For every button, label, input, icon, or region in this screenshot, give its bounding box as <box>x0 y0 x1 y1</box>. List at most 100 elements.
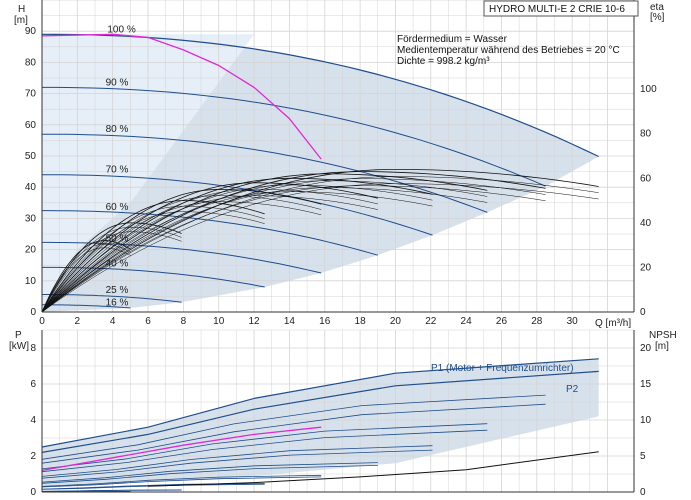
x-tick-label: 30 <box>567 316 579 327</box>
eta-curve <box>41 171 546 313</box>
power-band-shape <box>42 358 599 487</box>
head-tick-label: 20 <box>25 245 37 256</box>
power-curve-speed <box>41 489 182 492</box>
eta-curve <box>41 222 182 313</box>
head-tick-label: 40 <box>25 182 37 193</box>
npsh-tick-label: 20 <box>640 343 652 354</box>
x-tick-label: 10 <box>213 316 225 327</box>
x-tick-label: 16 <box>319 316 331 327</box>
eta-axis-unit: [%] <box>650 12 665 23</box>
power-curve-speed <box>41 403 546 464</box>
power-curve-speed <box>41 423 488 470</box>
power-axis-label: P <box>15 330 22 341</box>
head-tick-label: 80 <box>25 57 37 68</box>
power-axis-unit: [kW] <box>9 341 29 352</box>
npsh-tick-label: 15 <box>640 379 652 390</box>
x-tick-label: 28 <box>531 316 543 327</box>
head-curve <box>42 86 546 187</box>
npsh-axis-unit: [m] <box>655 341 669 352</box>
x-tick-label: 22 <box>425 316 437 327</box>
speed-label: 50 % <box>106 233 129 244</box>
npsh-axis-label: NPSH <box>649 330 677 341</box>
head-tick-label: 60 <box>25 120 37 131</box>
head-tick-label: 50 <box>25 151 37 162</box>
eta-curve <box>41 183 599 313</box>
eta-curve <box>41 184 433 313</box>
eta-curve <box>41 185 546 313</box>
power-curve-p1 <box>41 358 599 448</box>
power-operating-area <box>42 358 599 487</box>
power-curve-p2 <box>41 370 599 453</box>
power-curve-speed <box>41 445 433 477</box>
tick-labels: 0 2 4 6 8 10 12 14 16 18 20 22 24 26 28 300102030405060… <box>25 26 657 498</box>
note-density: Dichte = 998.2 kg/m³ <box>397 56 490 67</box>
eta-tick-label: 60 <box>640 173 652 184</box>
head-tick-label: 30 <box>25 213 37 224</box>
speed-label: 100 % <box>107 24 135 35</box>
head-curve <box>42 304 131 309</box>
speed-label: 70 % <box>106 165 129 176</box>
eta-curve <box>41 200 265 313</box>
eta-curve <box>41 188 322 313</box>
eta-curve <box>41 177 433 313</box>
eta-curve <box>41 244 131 313</box>
eta-curve <box>41 227 182 313</box>
eta-curve <box>41 187 488 313</box>
eta-curve <box>41 201 322 313</box>
head-tick-label: 70 <box>25 89 37 100</box>
power-tick-label: 6 <box>30 379 36 390</box>
x-tick-label: 4 <box>110 316 116 327</box>
power-curve-speed <box>41 474 322 487</box>
power-curve-speed <box>41 483 265 490</box>
x-tick-label: 26 <box>496 316 508 327</box>
eta-curve <box>41 231 182 313</box>
series-label-p2: P2 <box>566 384 579 395</box>
power-curve-speed <box>41 449 433 479</box>
head-tick-label: 90 <box>25 26 37 37</box>
power-tick-label: 4 <box>30 415 36 426</box>
chart-title: HYDRO MULTI-E 2 CRIE 10-6 <box>489 4 625 15</box>
eta-tick-label: 0 <box>640 307 646 318</box>
power-curve-speed <box>41 476 322 488</box>
speed-label: 25 % <box>106 285 129 296</box>
x-tick-label: 14 <box>284 316 296 327</box>
head-curve <box>42 174 433 236</box>
operating-curve-head <box>41 33 322 160</box>
speed-label: 16 % <box>106 297 129 308</box>
x-tick-label: 2 <box>75 316 81 327</box>
speed-label: 40 % <box>106 258 129 269</box>
eta-curve <box>41 188 378 313</box>
eta-tick-label: 100 <box>640 84 657 95</box>
x-tick-label: 18 <box>355 316 367 327</box>
npsh-tick-label: 5 <box>640 451 646 462</box>
x-tick-label: 8 <box>181 316 187 327</box>
eta-tick-label: 20 <box>640 262 652 273</box>
eta-tick-label: 40 <box>640 218 652 229</box>
head-curve <box>42 266 265 288</box>
series-label-p1: P1 (Motor + Frequenzumrichter) <box>431 363 574 374</box>
eta-curve <box>41 180 488 313</box>
eta-curve <box>41 195 378 313</box>
power-tick-label: 8 <box>30 343 36 354</box>
x-tick-label: 20 <box>390 316 402 327</box>
speed-label: 80 % <box>106 124 129 135</box>
head-axis-label: H <box>18 4 25 15</box>
title-box <box>483 0 639 17</box>
eta-curve <box>41 176 599 313</box>
power-curve-speed <box>41 429 488 473</box>
x-tick-label: 0 <box>39 316 45 327</box>
eta-tick-label: 80 <box>640 129 652 140</box>
eta-curve <box>41 205 265 313</box>
eta-curve <box>41 240 131 313</box>
speed-label: 90 % <box>106 77 129 88</box>
speed-label: 60 % <box>106 202 129 213</box>
head-axis-unit: [m] <box>14 15 28 26</box>
npsh-curve <box>147 451 599 487</box>
head-curve <box>42 210 378 256</box>
head-tick-label: 10 <box>25 276 37 287</box>
head-curve <box>42 133 488 213</box>
eta-curve <box>41 169 599 313</box>
eta-curve <box>41 247 131 313</box>
eta-curve <box>41 173 488 313</box>
